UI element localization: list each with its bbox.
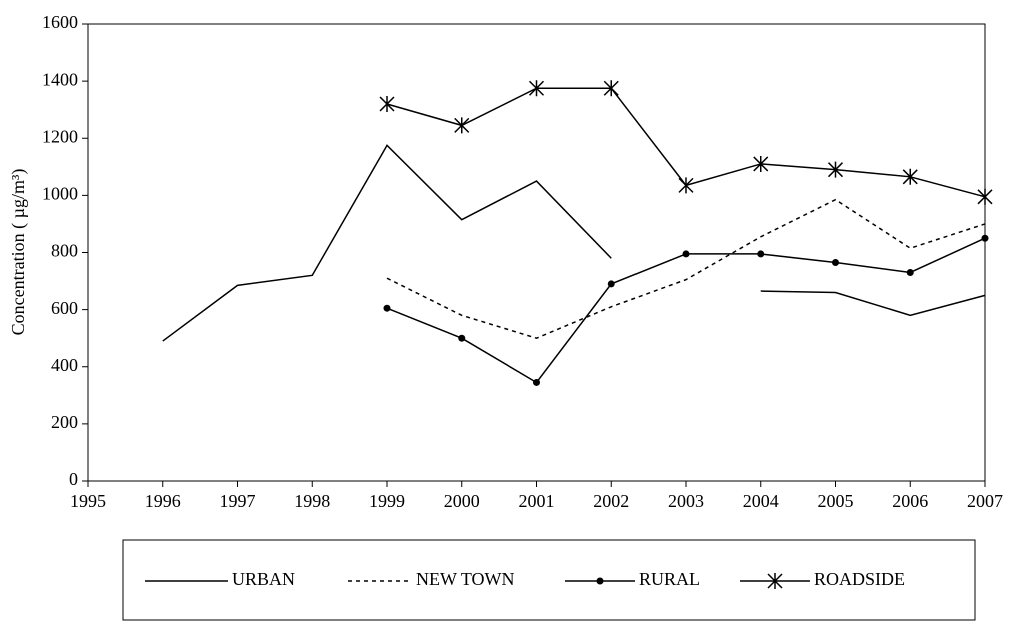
x-tick-label: 2001 bbox=[519, 491, 555, 511]
x-tick-label: 2006 bbox=[892, 491, 928, 511]
x-tick-label: 1997 bbox=[220, 491, 256, 511]
point bbox=[528, 80, 545, 97]
point bbox=[682, 250, 690, 258]
y-tick-label: 1200 bbox=[42, 126, 78, 146]
y-tick-label: 600 bbox=[51, 298, 78, 318]
point bbox=[533, 378, 540, 386]
point bbox=[757, 250, 765, 258]
legend-box bbox=[122, 539, 976, 621]
point bbox=[607, 280, 615, 288]
y-axis-label: Concentration ( µg/m³) bbox=[8, 169, 29, 336]
x-tick-label: 1999 bbox=[369, 491, 405, 511]
y-tick-label: 200 bbox=[51, 412, 78, 432]
point bbox=[383, 304, 391, 312]
point bbox=[906, 268, 914, 276]
x-tick-label: 1995 bbox=[70, 491, 106, 511]
point bbox=[977, 188, 993, 205]
y-tick-label: 1600 bbox=[42, 12, 78, 32]
point bbox=[981, 234, 989, 242]
x-tick-label: 2000 bbox=[444, 491, 480, 511]
y-tick-label: 800 bbox=[51, 241, 78, 261]
legend-label: ROADSIDE bbox=[814, 569, 905, 589]
legend-label: NEW TOWN bbox=[416, 569, 515, 589]
x-tick-label: 1998 bbox=[294, 491, 330, 511]
legend-marker bbox=[767, 573, 783, 589]
y-tick-label: 400 bbox=[51, 355, 78, 375]
x-tick-label: 2002 bbox=[593, 491, 629, 511]
x-tick-label: 1996 bbox=[145, 491, 181, 511]
x-tick-label: 2004 bbox=[743, 491, 779, 511]
x-tick-label: 2007 bbox=[967, 491, 1003, 511]
point bbox=[458, 334, 466, 342]
point bbox=[832, 258, 839, 266]
point bbox=[753, 155, 769, 172]
point bbox=[827, 161, 844, 178]
y-tick-label: 1400 bbox=[42, 69, 78, 89]
series-line bbox=[162, 144, 986, 342]
point bbox=[454, 117, 470, 134]
x-tick-label: 2003 bbox=[668, 491, 704, 511]
legend-label: RURAL bbox=[639, 569, 700, 589]
y-tick-label: 1000 bbox=[42, 184, 78, 204]
point bbox=[678, 177, 694, 194]
point bbox=[902, 168, 918, 185]
legend-marker bbox=[596, 577, 604, 585]
series-line bbox=[386, 198, 986, 339]
legend-label: URBAN bbox=[232, 569, 295, 589]
x-tick-label: 2005 bbox=[818, 491, 854, 511]
y-tick-label: 0 bbox=[69, 469, 78, 489]
point bbox=[603, 80, 619, 97]
point bbox=[379, 95, 395, 112]
